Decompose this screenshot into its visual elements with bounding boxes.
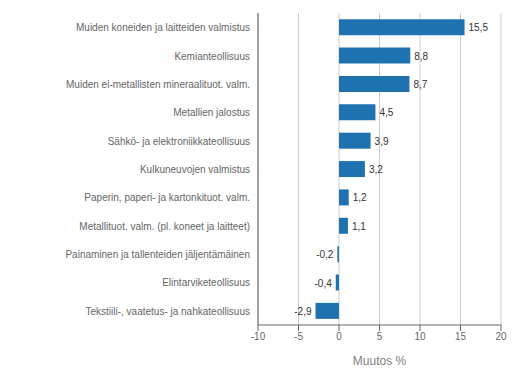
svg-text:Muutos %: Muutos % [353, 354, 407, 368]
svg-text:-0,2: -0,2 [316, 249, 334, 260]
svg-text:Muiden ei-metallisten mineraal: Muiden ei-metallisten mineraalituot. val… [66, 79, 250, 90]
svg-text:Tekstiili-, vaatetus- ja nahka: Tekstiili-, vaatetus- ja nahkateollisuus [85, 306, 250, 317]
svg-text:10: 10 [414, 331, 426, 342]
svg-text:3,9: 3,9 [375, 136, 389, 147]
svg-text:5: 5 [377, 331, 383, 342]
svg-text:Elintarviketeollisuus: Elintarviketeollisuus [162, 277, 250, 288]
svg-text:15,5: 15,5 [469, 22, 489, 33]
svg-text:Kulkuneuvojen valmistus: Kulkuneuvojen valmistus [140, 164, 250, 175]
svg-text:4,5: 4,5 [379, 107, 393, 118]
svg-text:3,2: 3,2 [369, 164, 383, 175]
svg-text:Muiden koneiden ja laitteiden: Muiden koneiden ja laitteiden valmistus [76, 22, 250, 33]
svg-text:1,2: 1,2 [353, 192, 367, 203]
svg-text:-5: -5 [294, 331, 303, 342]
svg-text:Paperin, paperi- ja kartonkitu: Paperin, paperi- ja kartonkituot. valm. [84, 192, 250, 203]
svg-text:Metallituot. valm. (pl. koneet: Metallituot. valm. (pl. koneet ja laitte… [79, 221, 250, 232]
svg-text:8,8: 8,8 [414, 51, 428, 62]
svg-text:15: 15 [455, 331, 467, 342]
svg-text:-10: -10 [251, 331, 266, 342]
svg-text:Kemianteollisuus: Kemianteollisuus [174, 51, 250, 62]
svg-text:Metallien jalostus: Metallien jalostus [173, 107, 250, 118]
svg-text:Painaminen ja tallenteiden jäl: Painaminen ja tallenteiden jäljentämäine… [65, 249, 250, 260]
svg-text:-0,4: -0,4 [315, 278, 333, 289]
svg-text:1,1: 1,1 [352, 221, 366, 232]
svg-text:0: 0 [336, 331, 342, 342]
svg-text:-2,9: -2,9 [294, 306, 312, 317]
svg-text:8,7: 8,7 [413, 79, 427, 90]
svg-text:Sähkö- ja elektroniikkateollis: Sähkö- ja elektroniikkateollisuus [108, 136, 250, 147]
svg-text:20: 20 [495, 331, 507, 342]
